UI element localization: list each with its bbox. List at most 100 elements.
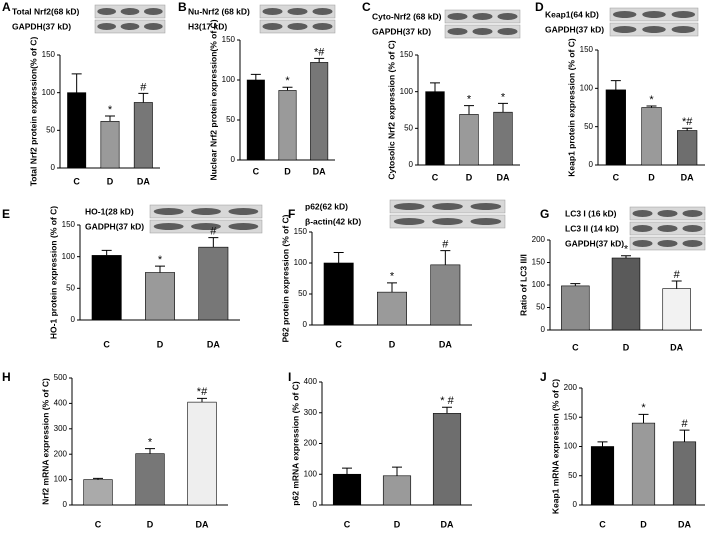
y-tick-label: 200 [304, 439, 318, 448]
bar [246, 79, 265, 161]
significance-mark: * [390, 271, 395, 283]
y-axis-label: p62 mRNA expression (% of C) [290, 381, 300, 506]
error-bar [610, 80, 621, 90]
significance-mark: *# [197, 386, 208, 398]
blot-label: Nu-Nrf2 (68 kD) [188, 6, 250, 16]
y-tick-label: 0 [573, 500, 578, 509]
significance-mark: # [674, 269, 681, 281]
blot-band [393, 203, 425, 210]
blot-band [144, 8, 163, 15]
y-axis-label: Total Nrf2 protein expression(% of C) [28, 37, 38, 187]
y-tick-label: 200 [564, 383, 578, 392]
blot-band [262, 23, 283, 30]
error-bar [342, 467, 352, 475]
bar [332, 473, 362, 506]
blot-label: HO-1(28 kD) [85, 206, 134, 216]
blot-band [472, 13, 493, 20]
significance-mark: * [624, 244, 629, 256]
y-tick-label: 150 [222, 35, 236, 44]
error-bar [440, 250, 451, 265]
blot-band [642, 11, 666, 18]
y-tick-label: 200 [54, 449, 68, 458]
error-bar [679, 429, 690, 442]
y-axis-label: Ratio of LC3 II/I [518, 254, 528, 316]
x-tick-label: C [432, 172, 439, 182]
significance-mark: * [148, 437, 153, 449]
y-tick-label: 100 [222, 75, 236, 84]
blot-label: GAPDH(37 kD) [12, 21, 71, 31]
x-tick-label: DA [137, 176, 150, 186]
blot-band [642, 26, 666, 33]
blot-band [312, 8, 333, 15]
y-axis-label: Cytosolic Nrf2 expression (% of C) [386, 40, 396, 180]
x-tick-label: DA [678, 519, 691, 529]
bar [278, 90, 297, 161]
blot-label: Total Nrf2(68 kD) [12, 6, 80, 16]
error-bar [208, 237, 219, 248]
error-bar [250, 73, 261, 80]
blot-band [612, 11, 637, 18]
error-bar [105, 115, 115, 122]
blot-band [671, 11, 696, 18]
y-tick-label: 150 [580, 45, 594, 54]
x-tick-label: DA [207, 339, 220, 349]
blot-band [432, 218, 463, 225]
x-tick-label: D [147, 519, 154, 529]
bar [187, 401, 217, 506]
blot-label: p62(62 kD) [305, 201, 348, 211]
y-tick-label: 300 [304, 408, 318, 417]
blot-label: β-actin(42 kD) [305, 216, 361, 226]
y-tick-label: 50 [404, 123, 413, 132]
y-tick-label: 50 [66, 283, 75, 292]
error-bar [570, 283, 581, 286]
error-bar [145, 448, 155, 454]
x-tick-label: D [107, 176, 114, 186]
y-tick-label: 50 [46, 125, 55, 134]
significance-mark: * # [440, 395, 454, 407]
blot-band [632, 240, 653, 247]
bar [561, 285, 590, 331]
panel-label: H [2, 370, 11, 384]
y-tick-label: 50 [568, 471, 577, 480]
error-bar [646, 105, 657, 108]
panel-label: A [2, 0, 11, 14]
blot-band [228, 208, 259, 215]
bar [641, 107, 662, 166]
x-tick-label: DA [497, 172, 510, 182]
x-tick-label: D [389, 339, 396, 349]
blot-band [632, 210, 653, 217]
x-tick-label: C [344, 519, 351, 529]
significance-mark: # [210, 226, 217, 238]
blot-band [657, 210, 678, 217]
blot-band [144, 23, 163, 30]
error-bar [621, 255, 631, 258]
bar [590, 446, 615, 506]
bar [100, 120, 120, 169]
y-tick-label: 200 [532, 235, 546, 244]
panel-label: D [535, 0, 544, 14]
x-tick-label: DA [670, 342, 683, 352]
blot-band [671, 26, 696, 33]
panel-label: F [288, 207, 295, 221]
error-bar [138, 92, 149, 103]
y-axis-label: Keap1 mRNA expression (% of C) [550, 379, 560, 514]
blot-band [657, 225, 678, 232]
error-bar [333, 251, 344, 263]
blot-band [470, 218, 502, 225]
y-tick-label: 100 [42, 88, 56, 97]
error-bar [638, 413, 649, 424]
bar [135, 453, 165, 506]
significance-mark: # [442, 239, 449, 251]
error-bar [671, 280, 682, 289]
blot-band [97, 23, 116, 30]
significance-mark: * [641, 402, 646, 414]
x-tick-label: D [157, 339, 164, 349]
bar [83, 479, 113, 506]
x-tick-label: C [73, 176, 80, 186]
y-tick-label: 150 [564, 412, 578, 421]
y-tick-label: 100 [294, 258, 308, 267]
x-tick-label: C [599, 519, 606, 529]
y-tick-label: 100 [62, 252, 76, 261]
y-tick-label: 50 [536, 303, 545, 312]
bar [323, 262, 354, 326]
